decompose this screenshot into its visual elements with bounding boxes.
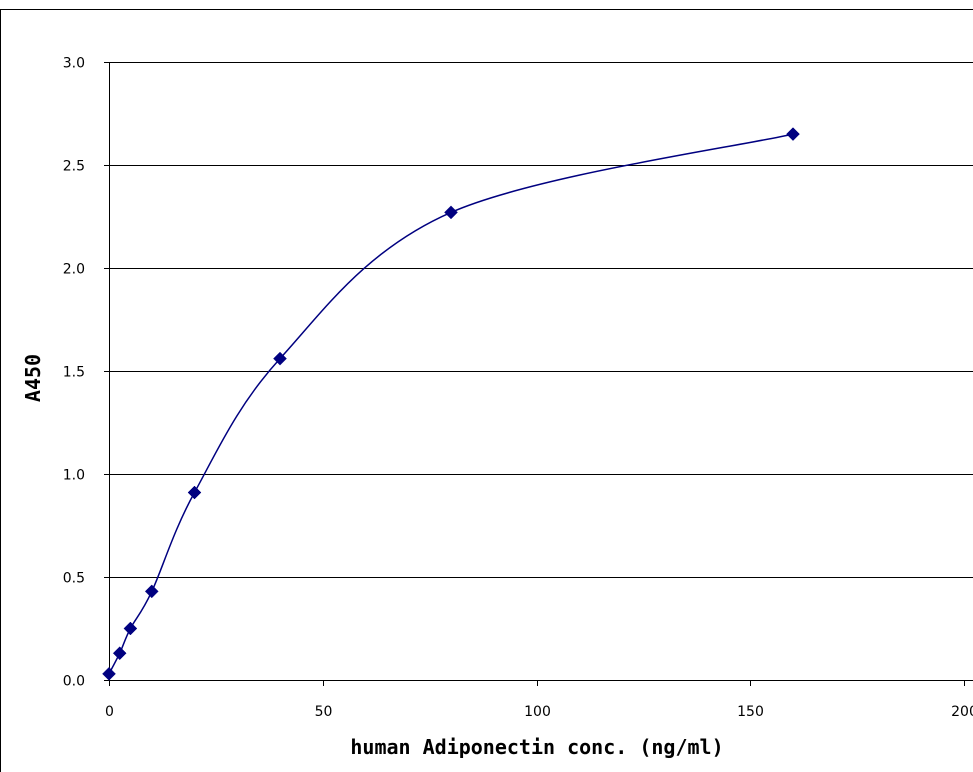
x-tick-label: 200 — [951, 704, 973, 720]
x-tick-labels: 0 50 100 150 200 — [105, 704, 973, 720]
y-tick-label: 1.0 — [63, 468, 85, 484]
chart-border — [0, 9, 973, 772]
data-point-marker — [273, 351, 287, 366]
series-line — [108, 133, 794, 675]
y-tick-labels: 0.0 0.5 1.0 1.5 2.0 2.5 3.0 — [63, 56, 85, 690]
gridlines — [109, 62, 973, 578]
y-tick-label: 3.0 — [63, 56, 85, 72]
x-tick-label: 0 — [105, 704, 114, 720]
data-point-marker — [187, 485, 202, 500]
x-tick-label: 100 — [524, 704, 551, 720]
y-tick-label: 1.5 — [63, 365, 85, 381]
data-point-marker — [444, 205, 458, 220]
series-layer — [102, 127, 800, 681]
data-point-marker — [786, 127, 800, 141]
data-point-marker — [123, 621, 138, 636]
data-point-marker — [112, 646, 127, 661]
y-tick-label: 2.5 — [63, 159, 85, 175]
y-tick-label: 0.0 — [63, 674, 85, 690]
y-axis-title: A450 — [21, 354, 45, 402]
data-point-marker — [102, 666, 116, 681]
y-tick-label: 0.5 — [63, 571, 85, 587]
x-tick-label: 150 — [737, 704, 764, 720]
data-point-marker — [144, 584, 159, 599]
y-tick-label: 2.0 — [63, 262, 85, 278]
x-axis-title: human Adiponectin conc. (ng/ml) — [350, 735, 723, 759]
axes — [104, 62, 973, 686]
x-tick-label: 50 — [315, 704, 333, 720]
